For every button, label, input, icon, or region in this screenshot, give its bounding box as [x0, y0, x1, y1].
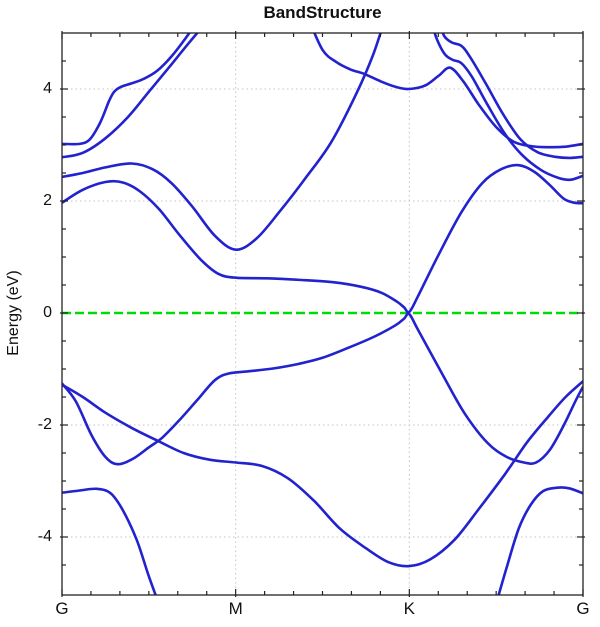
gridlines	[62, 33, 583, 595]
band-10	[62, 487, 157, 595]
band-7	[433, 33, 583, 182]
x-tick-label-0: G	[55, 599, 69, 618]
x-tick-label-2: K	[403, 599, 415, 618]
band-3	[62, 33, 382, 252]
band-2	[62, 33, 199, 159]
band-lines	[62, 33, 583, 595]
y-tick-label-4: -4	[37, 527, 52, 545]
chart-title: BandStructure	[263, 3, 382, 22]
y-tick-label-1: 2	[43, 191, 52, 209]
band-1	[62, 33, 191, 146]
band-8	[62, 312, 583, 466]
plot-frame	[61, 32, 584, 596]
band-5	[313, 33, 583, 149]
band-4	[62, 163, 583, 314]
x-tick-label-3: G	[576, 599, 590, 618]
band-11	[497, 486, 583, 595]
x-tick-label-1: M	[228, 599, 243, 618]
y-tick-label-0: 4	[43, 79, 52, 97]
y-tick-label-2: 0	[43, 303, 52, 321]
band-6	[441, 33, 583, 160]
y-tick-label-3: -2	[37, 415, 52, 433]
band-9	[62, 380, 583, 568]
